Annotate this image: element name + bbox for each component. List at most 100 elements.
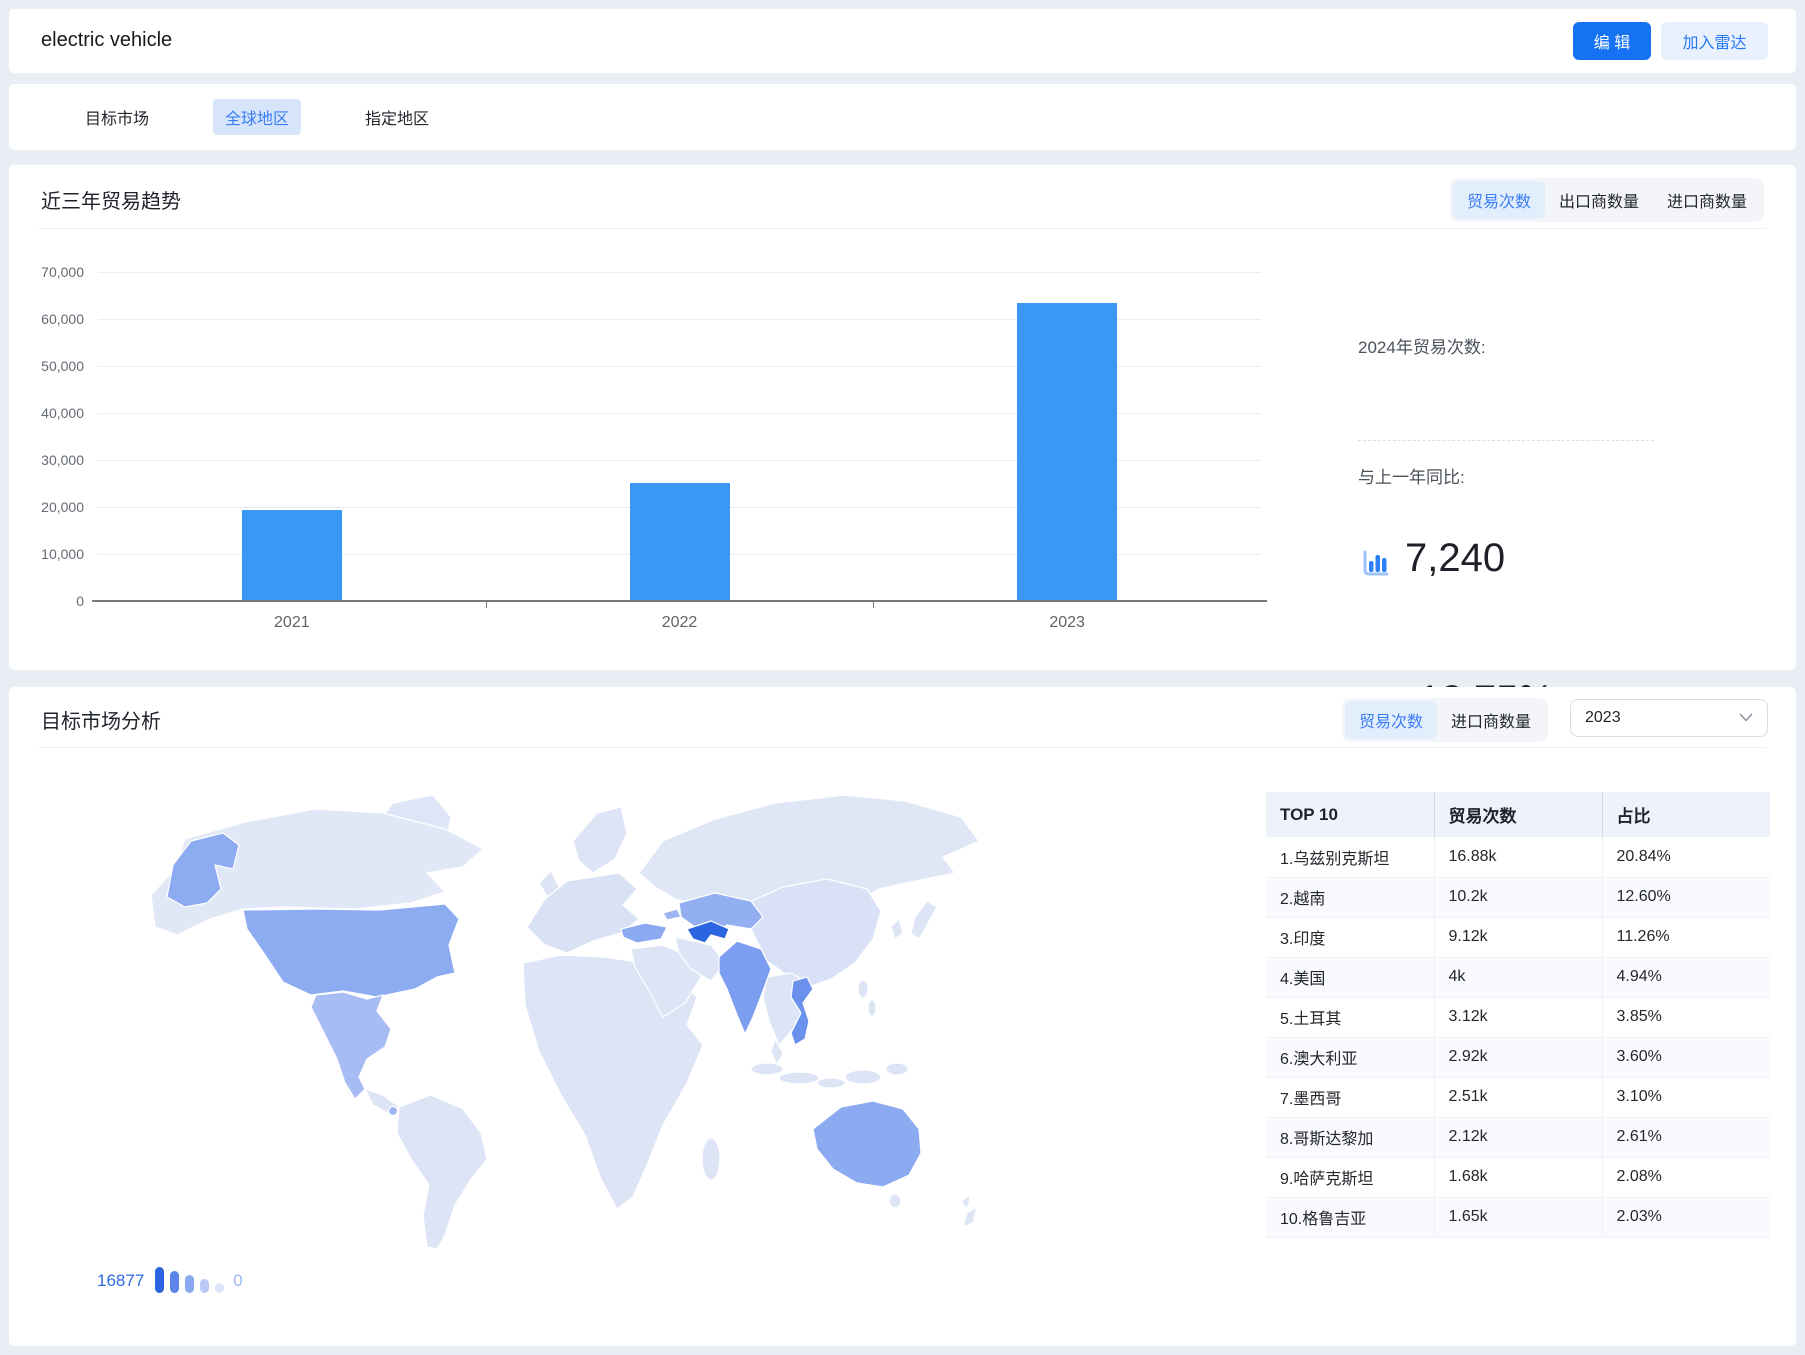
y-axis-tick-label: 60,000 [41,311,84,327]
bar-2023[interactable] [1017,303,1118,601]
bar-2022[interactable] [629,483,730,601]
top10-row[interactable]: 4.美国 4k 4.94% [1266,957,1770,998]
top10-cell: 1.68k [1434,1157,1603,1198]
top10-cell: 7.墨西哥 [1266,1077,1435,1118]
y-axis-tick-label: 40,000 [41,405,84,421]
country-georgia[interactable] [662,908,682,921]
country-scandinavia [572,806,628,874]
chevron-down-icon [1739,709,1753,727]
top10-row[interactable]: 10.格鲁吉亚 1.65k 2.03% [1266,1197,1770,1238]
divider [39,747,1766,748]
top10-row[interactable]: 7.墨西哥 2.51k 3.10% [1266,1077,1770,1118]
top10-cell: 10.格鲁吉亚 [1266,1197,1435,1238]
country-united-states[interactable] [242,903,460,998]
top10-header: TOP 10 [1266,792,1435,837]
target-market-section: 目标市场分析 贸易次数 进口商数量 2023 [9,687,1796,1346]
country-turkey[interactable] [620,922,668,944]
gridline [98,460,1261,461]
page-title: electric vehicle [41,29,173,51]
country-new-zealand [962,1206,978,1228]
country-alaska[interactable] [166,832,240,908]
y-axis-tick-label: 20,000 [41,499,84,515]
top10-cell: 2.61% [1602,1117,1770,1158]
top10-cell: 5.土耳其 [1266,997,1435,1038]
top10-row[interactable]: 3.印度 9.12k 11.26% [1266,917,1770,958]
legend-swatch [170,1271,180,1293]
country-madagascar [701,1137,721,1181]
world-map[interactable] [115,777,1140,1249]
trend-toggle-exporter-count[interactable]: 出口商数量 [1558,194,1639,211]
top10-row[interactable]: 6.澳大利亚 2.92k 3.60% [1266,1037,1770,1078]
top10-cell: 1.乌兹别克斯坦 [1266,837,1435,878]
legend-swatch [155,1267,165,1293]
top10-cell: 1.65k [1434,1197,1603,1238]
top10-header: 贸易次数 [1434,792,1603,837]
country-europe [526,872,640,954]
tab-specified-region[interactable]: 指定地区 [365,111,430,128]
divider [1358,440,1654,441]
edit-button[interactable]: 编 辑 [1573,22,1651,60]
top10-cell: 9.12k [1434,917,1603,958]
top10-cell: 4.94% [1602,957,1770,998]
country-indonesia [778,1071,820,1085]
top10-row[interactable]: 8.哥斯达黎加 2.12k 2.61% [1266,1117,1770,1158]
trend-section-title: 近三年贸易趋势 [41,191,181,213]
divider [39,228,1766,229]
country-philippines [857,979,869,999]
bar-2021[interactable] [241,509,342,601]
gridline [98,366,1261,367]
top10-cell: 3.12k [1434,997,1603,1038]
country-papua [885,1062,909,1076]
legend-swatch [200,1279,210,1293]
gridline [98,319,1261,320]
y-axis-tick-label: 0 [76,593,84,609]
top10-cell: 3.85% [1602,997,1770,1038]
top10-cell: 6.澳大利亚 [1266,1037,1435,1078]
country-mexico[interactable] [310,991,392,1100]
country-indonesia [750,1062,784,1076]
top10-row[interactable]: 1.乌兹别克斯坦 16.88k 20.84% [1266,837,1770,878]
country-australia[interactable] [812,1100,922,1188]
country-china [742,878,882,988]
top10-cell: 2.12k [1434,1117,1603,1158]
year-select[interactable]: 2023 [1570,699,1768,737]
top10-cell: 16.88k [1434,837,1603,878]
legend-swatches [155,1267,225,1293]
market-section-title: 目标市场分析 [41,711,161,733]
market-metric-toggle: 贸易次数 进口商数量 [1341,698,1548,742]
x-axis-tick [485,601,487,608]
trend-toggle-trade-count[interactable]: 贸易次数 [1452,181,1545,219]
legend-swatch [215,1283,225,1293]
country-iran [674,936,726,982]
header-bar: electric vehicle 编 辑 加入雷达 [9,9,1796,73]
top10-cell: 2.越南 [1266,877,1435,918]
market-toggle-trade-count[interactable]: 贸易次数 [1344,701,1437,739]
top10-row[interactable]: 9.哈萨克斯坦 1.68k 2.08% [1266,1157,1770,1198]
region-tab-bar: 目标市场 全球地区 指定地区 [9,84,1796,150]
top10-row[interactable]: 5.土耳其 3.12k 3.85% [1266,997,1770,1038]
country-india[interactable] [718,940,772,1035]
country-indonesia [844,1069,882,1085]
top10-cell: 20.84% [1602,837,1770,878]
market-toggle-importer-count[interactable]: 进口商数量 [1450,714,1531,731]
country-uzbekistan[interactable] [686,920,730,944]
top10-table: TOP 10 贸易次数 占比 1.乌兹别克斯坦 16.88k 20.84% 2.越南 10.… [1266,792,1770,1238]
top10-cell: 11.26% [1602,917,1770,958]
country-middle-east [630,944,702,1018]
country-south-america [396,1094,488,1249]
trend-toggle-importer-count[interactable]: 进口商数量 [1666,194,1747,211]
add-to-radar-button[interactable]: 加入雷达 [1661,22,1768,60]
top10-cell: 3.10% [1602,1077,1770,1118]
top10-row[interactable]: 2.越南 10.2k 12.60% [1266,877,1770,918]
tab-global-region[interactable]: 全球地区 [213,99,302,135]
country-korea [890,918,904,940]
y-axis-tick-label: 30,000 [41,452,84,468]
country-costa-rica[interactable] [387,1105,399,1117]
country-vietnam[interactable] [790,976,814,1046]
tab-target-market[interactable]: 目标市场 [85,111,150,128]
country-philippines [867,999,877,1017]
y-axis-tick-label: 70,000 [41,264,84,280]
year-select-value: 2023 [1585,709,1621,726]
top10-cell: 4k [1434,957,1603,998]
x-axis-label-2023: 2023 [1049,614,1085,631]
